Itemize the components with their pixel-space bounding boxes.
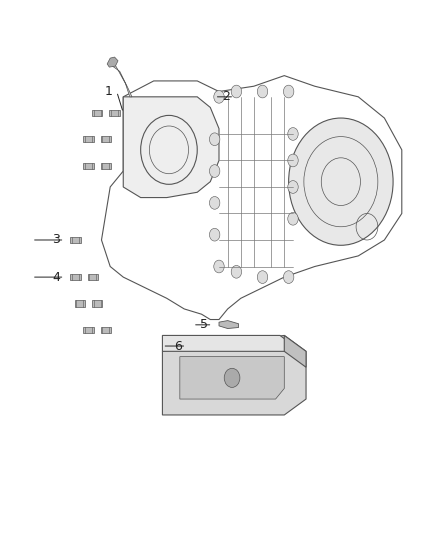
Text: 6: 6 [174, 340, 182, 352]
FancyBboxPatch shape [70, 274, 81, 280]
FancyBboxPatch shape [74, 301, 85, 307]
FancyBboxPatch shape [83, 163, 94, 169]
Circle shape [209, 133, 220, 146]
Circle shape [209, 197, 220, 209]
Text: 2: 2 [222, 90, 230, 103]
Circle shape [231, 85, 242, 98]
Circle shape [257, 85, 268, 98]
Polygon shape [180, 357, 284, 399]
Circle shape [283, 85, 294, 98]
Polygon shape [219, 320, 239, 328]
Polygon shape [162, 335, 306, 415]
Polygon shape [284, 335, 306, 367]
Circle shape [214, 91, 224, 103]
Polygon shape [113, 62, 132, 97]
FancyBboxPatch shape [83, 136, 94, 142]
Circle shape [231, 265, 242, 278]
Text: 4: 4 [52, 271, 60, 284]
FancyBboxPatch shape [92, 301, 102, 307]
FancyBboxPatch shape [101, 163, 111, 169]
Circle shape [288, 213, 298, 225]
Polygon shape [123, 97, 219, 198]
Polygon shape [162, 335, 302, 351]
Text: 1: 1 [105, 85, 113, 98]
FancyBboxPatch shape [110, 110, 120, 116]
Circle shape [288, 181, 298, 193]
FancyBboxPatch shape [88, 274, 98, 280]
FancyBboxPatch shape [101, 136, 111, 142]
FancyBboxPatch shape [83, 327, 94, 333]
Circle shape [224, 368, 240, 387]
FancyBboxPatch shape [92, 110, 102, 116]
Circle shape [209, 228, 220, 241]
Polygon shape [107, 57, 118, 67]
Circle shape [209, 165, 220, 177]
Text: 5: 5 [200, 318, 208, 332]
Circle shape [257, 271, 268, 284]
Circle shape [214, 260, 224, 273]
FancyBboxPatch shape [101, 327, 111, 333]
Text: 3: 3 [52, 233, 60, 246]
Circle shape [283, 271, 294, 284]
Circle shape [288, 127, 298, 140]
Circle shape [289, 118, 393, 245]
FancyBboxPatch shape [70, 237, 81, 243]
Circle shape [288, 154, 298, 167]
